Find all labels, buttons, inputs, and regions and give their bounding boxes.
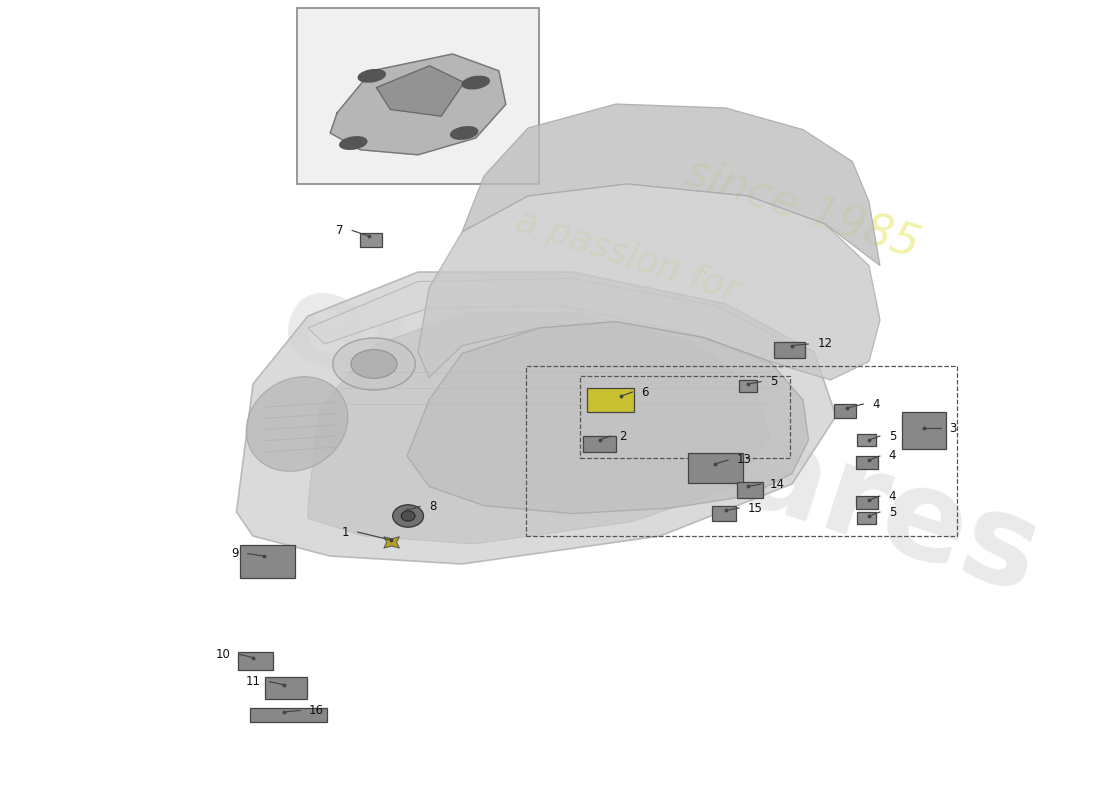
Polygon shape (236, 272, 836, 564)
Ellipse shape (246, 377, 348, 471)
Circle shape (393, 505, 424, 527)
Text: 5: 5 (770, 375, 778, 388)
FancyBboxPatch shape (834, 404, 856, 418)
FancyBboxPatch shape (238, 652, 273, 670)
FancyBboxPatch shape (856, 495, 878, 509)
FancyBboxPatch shape (240, 545, 295, 578)
Polygon shape (308, 278, 803, 368)
Text: since 1985: since 1985 (681, 150, 925, 266)
Polygon shape (308, 314, 770, 544)
Text: 4: 4 (889, 490, 896, 502)
FancyBboxPatch shape (739, 380, 758, 392)
Text: 7: 7 (336, 224, 343, 237)
Text: 6: 6 (641, 386, 649, 398)
Text: 3: 3 (949, 422, 957, 434)
Ellipse shape (462, 76, 490, 89)
Text: 8: 8 (429, 500, 437, 513)
Text: 1: 1 (341, 526, 349, 538)
FancyBboxPatch shape (774, 342, 805, 358)
Bar (297, 8, 539, 184)
FancyBboxPatch shape (712, 506, 736, 521)
FancyBboxPatch shape (902, 412, 946, 450)
FancyBboxPatch shape (583, 436, 616, 452)
FancyBboxPatch shape (360, 233, 382, 247)
Text: 15: 15 (748, 502, 763, 514)
Text: 2: 2 (619, 430, 627, 442)
FancyBboxPatch shape (688, 453, 742, 482)
Polygon shape (462, 104, 880, 266)
Bar (526, 366, 957, 536)
Text: 4: 4 (872, 398, 880, 410)
Ellipse shape (332, 338, 416, 390)
FancyBboxPatch shape (250, 708, 327, 722)
Text: 11: 11 (245, 675, 261, 688)
Text: 13: 13 (737, 454, 752, 466)
Ellipse shape (351, 350, 397, 378)
Polygon shape (384, 537, 399, 548)
Text: 5: 5 (889, 506, 896, 518)
Bar (580, 376, 790, 458)
FancyBboxPatch shape (858, 434, 877, 446)
FancyBboxPatch shape (265, 677, 307, 699)
Text: 4: 4 (889, 450, 896, 462)
Ellipse shape (340, 137, 367, 150)
Ellipse shape (451, 126, 477, 139)
Text: 5: 5 (889, 430, 896, 442)
Polygon shape (376, 66, 464, 116)
FancyBboxPatch shape (587, 388, 634, 412)
Text: 12: 12 (817, 338, 833, 350)
Polygon shape (407, 322, 808, 514)
Circle shape (402, 511, 415, 521)
Polygon shape (330, 54, 506, 154)
Text: 14: 14 (770, 478, 785, 490)
FancyBboxPatch shape (737, 482, 763, 498)
Ellipse shape (359, 70, 385, 82)
Text: eurospares: eurospares (265, 260, 1055, 620)
FancyBboxPatch shape (858, 513, 877, 525)
FancyBboxPatch shape (856, 455, 878, 469)
Text: 10: 10 (216, 648, 231, 661)
Text: 9: 9 (231, 547, 239, 560)
Polygon shape (418, 184, 880, 380)
Text: a passion for: a passion for (512, 204, 742, 308)
Text: 16: 16 (309, 704, 324, 717)
